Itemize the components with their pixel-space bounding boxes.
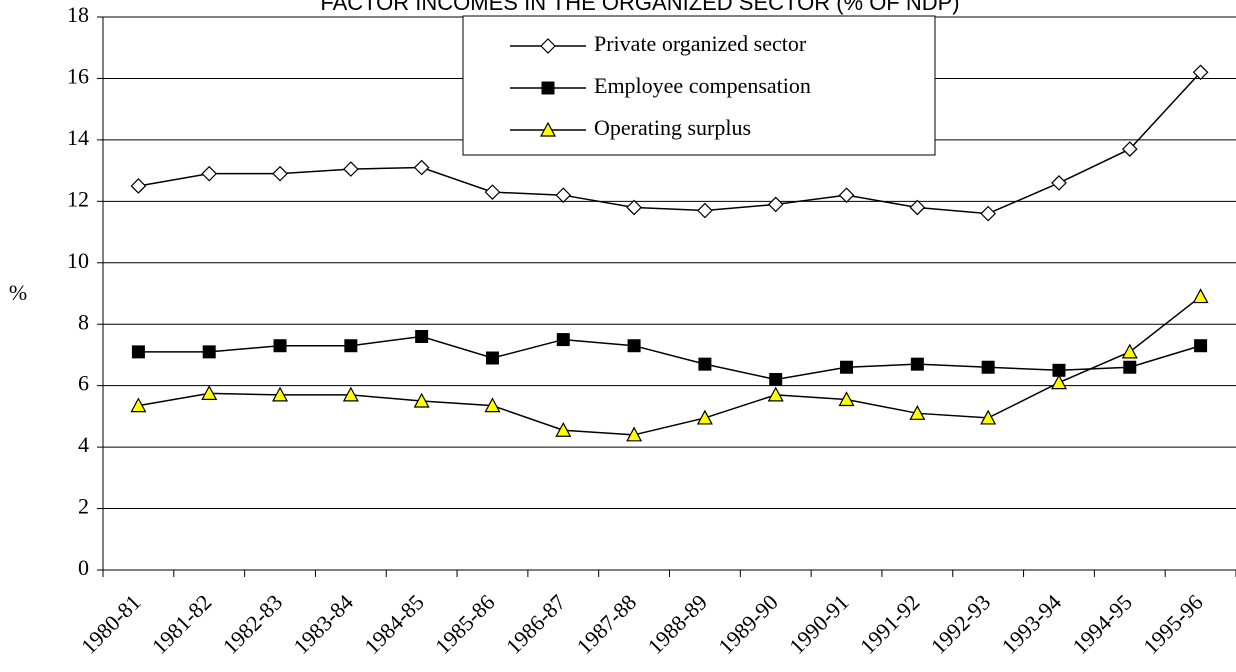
point [1051,175,1067,191]
point [555,421,572,437]
y-tick-label: 10 [67,248,89,273]
y-tick-label: 18 [67,2,89,27]
legend-label: Operating surplus [594,115,751,140]
point [980,205,997,222]
point [342,161,359,177]
point [767,386,784,402]
point [272,165,288,182]
point [838,391,855,407]
point [696,409,713,425]
point [201,165,218,182]
point [485,351,499,365]
point [1194,339,1208,353]
point [413,159,430,176]
point [909,405,926,420]
x-tick-label: 1988-89 [642,589,712,659]
x-tick-label: 1984-85 [359,589,429,659]
point [981,360,995,374]
point [626,199,642,216]
point [415,330,429,344]
y-tick-label: 2 [78,494,89,519]
x-tick-label: 1993-94 [997,589,1067,659]
point [202,345,216,359]
point [541,81,555,95]
x-tick-label: 1980-81 [76,589,146,659]
point [539,121,557,137]
point [272,386,289,402]
y-tick-label: 14 [67,125,89,150]
point [769,373,783,387]
x-tick-label: 1991-92 [855,589,925,659]
y-tick-label: 4 [78,432,89,457]
x-tick-label: 1982-83 [218,589,288,659]
point [1121,141,1138,157]
x-tick-label: 1995-96 [1138,589,1208,659]
legend: Private organized sector Employee compens… [462,15,936,156]
point [767,196,784,213]
point [1123,360,1137,374]
point [1192,288,1209,304]
y-tick-label: 0 [78,555,89,580]
series-line [138,71,1202,215]
point [1121,343,1138,359]
point [626,426,643,442]
point [697,202,713,219]
point [344,339,358,353]
y-axis-label: % [9,280,27,305]
point [980,409,997,425]
point [838,187,855,204]
point [484,184,501,200]
point [413,392,430,408]
x-tick-label: 1994-95 [1067,589,1137,659]
y-tick-label: 16 [67,63,89,88]
point [540,38,556,54]
x-tick-label: 1986-87 [501,589,571,659]
point [555,187,572,204]
point [840,360,854,374]
point [909,199,926,216]
point [273,339,287,353]
series-line [138,335,1201,381]
y-tick-label: 6 [78,371,89,396]
point [910,357,924,371]
series-line [138,295,1202,436]
y-tick-label: 8 [78,309,89,334]
point [1050,374,1067,390]
x-tick-label: 1989-90 [713,589,783,659]
x-tick-label: 1987-88 [572,589,642,659]
x-tick-label: 1985-86 [430,589,500,659]
chart-title: FACTOR INCOMES IN THE ORGANIZED SECTOR (… [320,0,959,15]
legend-label: Employee compensation [594,73,811,98]
point [1192,64,1209,81]
point [556,333,570,347]
point [627,339,641,353]
point [698,357,712,371]
point [342,386,359,402]
point [130,178,147,194]
point [201,385,218,400]
y-tick-label: 12 [67,186,89,211]
x-tick-label: 1981-82 [147,589,217,659]
legend-label: Private organized sector [594,31,807,56]
point [130,397,147,413]
point [131,345,145,359]
point [484,397,501,413]
x-tick-label: 1990-91 [784,589,854,659]
x-tick-label: 1992-93 [926,589,996,659]
x-tick-label: 1983-84 [288,589,358,659]
